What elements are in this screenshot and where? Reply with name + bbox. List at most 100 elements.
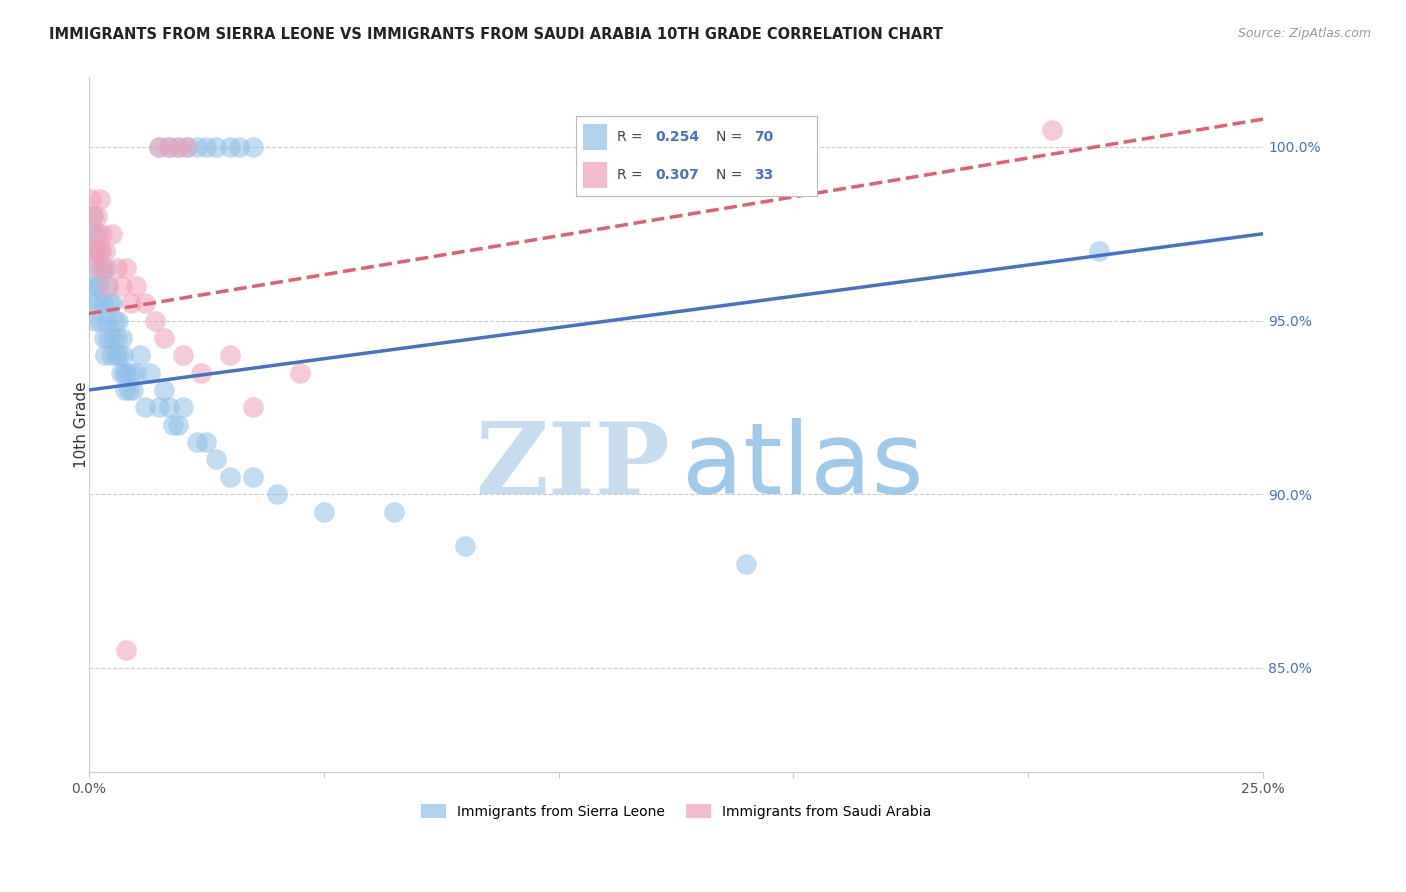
Point (101, 227, 124, 241)
Point (195, 435, 218, 450)
Point (91, 296, 114, 310)
Point (83, 227, 105, 241)
Point (87, 227, 110, 241)
Point (129, 348, 152, 362)
Point (172, 401, 194, 415)
Point (89, 192, 111, 206)
Point (87, 278, 110, 293)
Point (157, 140, 180, 154)
Point (218, 140, 240, 154)
Point (125, 366, 148, 380)
Point (242, 470, 264, 484)
Point (735, 557, 758, 571)
Point (80, 192, 103, 206)
Point (218, 348, 240, 362)
Point (122, 383, 145, 397)
Point (148, 401, 170, 415)
Point (143, 313, 166, 327)
Point (86, 278, 108, 293)
Text: atlas: atlas (682, 418, 924, 515)
Point (114, 383, 136, 397)
Point (453, 539, 475, 553)
Point (100, 348, 122, 362)
Point (218, 470, 240, 484)
Point (242, 140, 264, 154)
Point (103, 313, 125, 327)
Point (134, 296, 156, 310)
Point (153, 331, 176, 345)
Point (80, 278, 103, 293)
Point (139, 366, 162, 380)
Point (89, 244, 111, 258)
Point (82, 210, 104, 224)
Point (167, 140, 190, 154)
Point (112, 366, 135, 380)
Point (105, 261, 128, 276)
Point (266, 487, 288, 501)
Point (111, 331, 134, 345)
Point (101, 296, 124, 310)
Text: IMMIGRANTS FROM SIERRA LEONE VS IMMIGRANTS FROM SAUDI ARABIA 10TH GRADE CORRELAT: IMMIGRANTS FROM SIERRA LEONE VS IMMIGRAN… (49, 27, 943, 42)
Point (83, 313, 105, 327)
Point (148, 140, 170, 154)
Point (288, 366, 311, 380)
Point (186, 140, 208, 154)
Point (167, 140, 190, 154)
Point (82, 210, 104, 224)
Point (120, 296, 142, 310)
Point (115, 366, 138, 380)
Point (167, 417, 190, 432)
Point (204, 140, 226, 154)
Point (125, 278, 148, 293)
Point (94, 261, 117, 276)
Point (94, 244, 117, 258)
Text: Source: ZipAtlas.com: Source: ZipAtlas.com (1237, 27, 1371, 40)
Point (153, 383, 176, 397)
Point (96, 331, 118, 345)
Point (83, 261, 105, 276)
Point (87, 261, 110, 276)
Legend: Immigrants from Sierra Leone, Immigrants from Saudi Arabia: Immigrants from Sierra Leone, Immigrants… (415, 798, 936, 824)
Point (86, 210, 108, 224)
Point (101, 331, 124, 345)
Point (148, 140, 170, 154)
Point (110, 366, 132, 380)
Point (84, 244, 107, 258)
Point (97, 278, 120, 293)
Point (186, 435, 208, 450)
Point (84, 244, 107, 258)
Point (157, 140, 180, 154)
Point (176, 140, 198, 154)
Point (134, 401, 156, 415)
Point (90, 227, 112, 241)
Point (105, 331, 128, 345)
Point (108, 348, 131, 362)
Point (118, 383, 141, 397)
Point (89, 313, 111, 327)
Point (96, 313, 118, 327)
Point (82, 244, 104, 258)
Point (115, 261, 138, 276)
Point (157, 401, 180, 415)
Point (172, 348, 194, 362)
Point (98, 296, 121, 310)
Point (111, 278, 134, 293)
Point (1040, 122, 1063, 136)
Point (82, 296, 104, 310)
Point (204, 452, 226, 467)
Point (107, 313, 129, 327)
Point (242, 401, 264, 415)
Point (115, 643, 138, 657)
Point (162, 417, 184, 432)
Point (111, 348, 134, 362)
Y-axis label: 10th Grade: 10th Grade (75, 382, 90, 468)
Point (190, 366, 212, 380)
Point (80, 227, 103, 241)
Point (228, 140, 250, 154)
Point (90, 261, 112, 276)
Text: ZIP: ZIP (475, 418, 671, 515)
Point (90, 244, 112, 258)
Point (1087, 244, 1109, 258)
Point (86, 296, 108, 310)
Point (312, 505, 335, 519)
